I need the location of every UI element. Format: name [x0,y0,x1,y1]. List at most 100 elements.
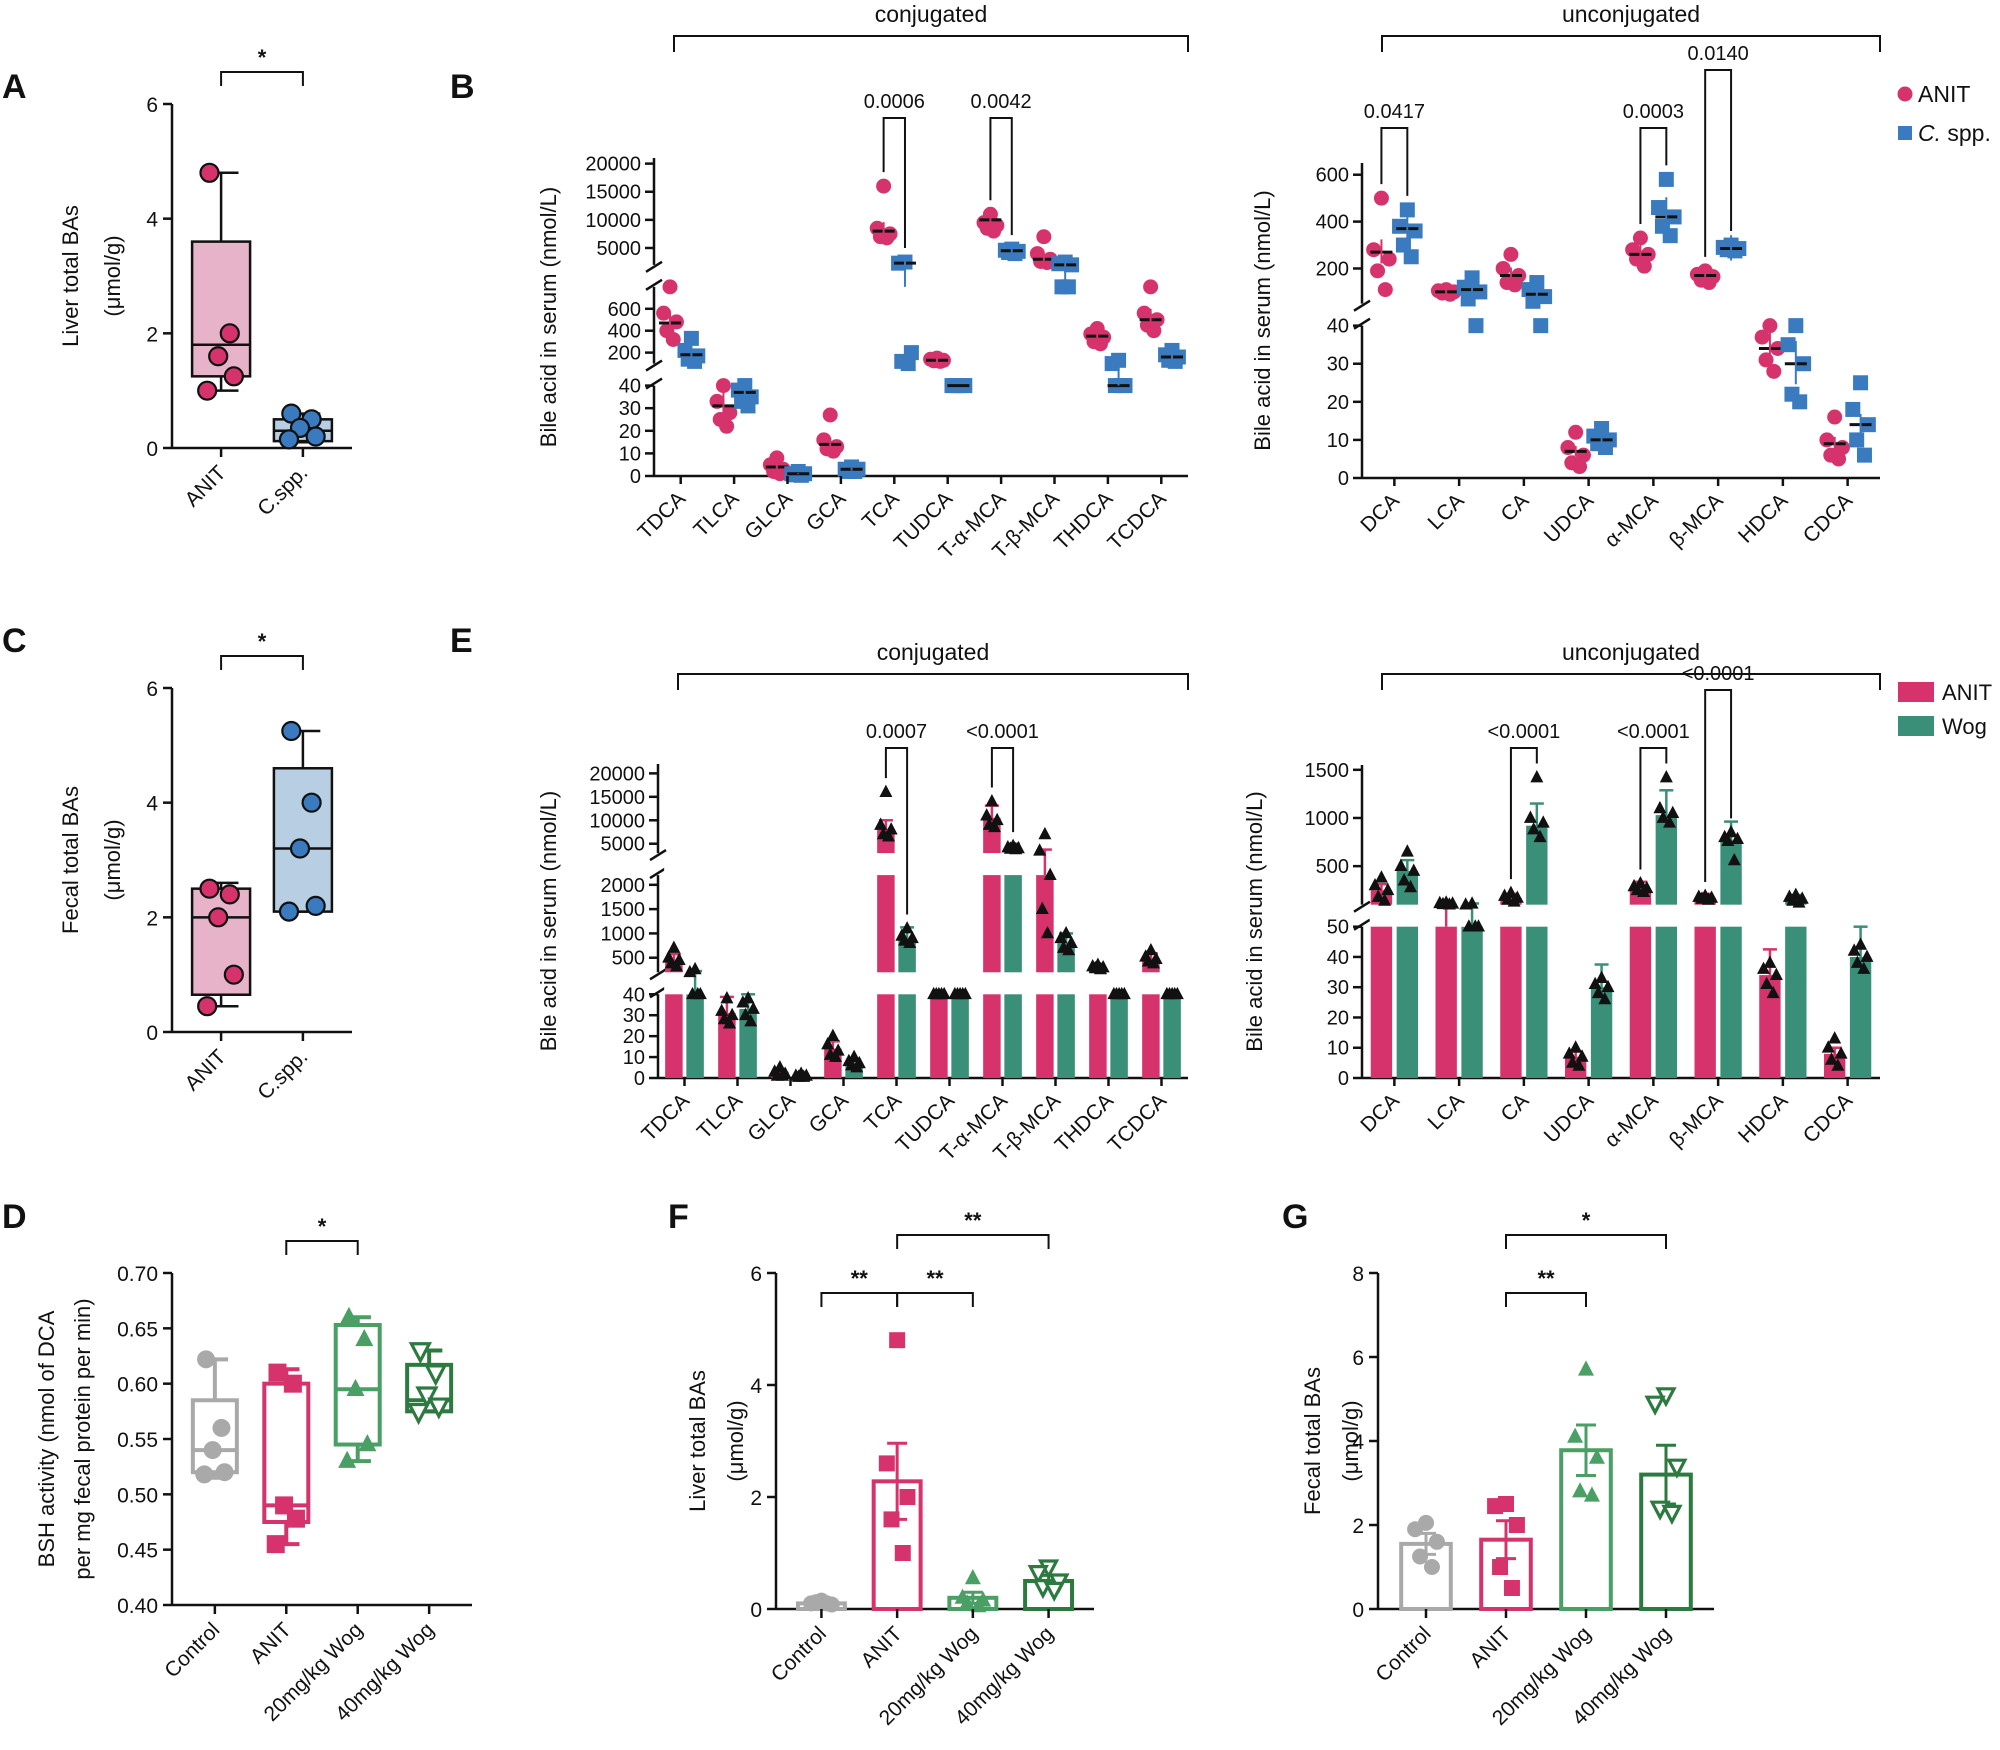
data-point [821,1037,835,1050]
axis-break-mark [645,377,663,390]
data-point [1856,447,1872,463]
bar-anit-lca [1435,903,1457,1078]
significance-label: ** [1537,1266,1555,1291]
bar-wog--mca [1655,815,1678,1078]
x-tick-label: UDCA [1540,489,1598,547]
legend-cspp-label: C. spp. [1918,120,1991,146]
significance-label: * [318,1214,327,1239]
y-tick-label: 20000 [589,763,645,785]
data-point [1460,291,1476,307]
bar-break-gap [929,853,949,876]
chart-panel-b-unconjugated: 0 10 20 30 40 200 400 600 Bile acid in serum (nm… [1250,1,1881,552]
x-tick-label: TLCA [689,487,743,541]
data-point [1503,1580,1520,1596]
y-tick-label: 5000 [601,834,646,856]
bar-anit-dca [1370,890,1393,1078]
x-tick-label: ANIT [181,461,231,511]
data-point [338,1450,357,1468]
bar-break-gap [897,972,917,995]
data-point [986,223,1002,239]
axis-break-mark [649,867,667,880]
data-point [1370,263,1386,279]
data-point [1591,985,1605,999]
data-point [1407,863,1421,876]
data-point [665,331,681,347]
y-tick-label: 4 [146,209,158,232]
data-point [1033,843,1047,856]
data-point [1407,223,1423,239]
data-point [1495,260,1511,276]
data-point [822,407,838,423]
data-point [1523,810,1537,823]
x-tick-label: TCA [860,1089,906,1135]
bar-break-gap [1654,904,1679,927]
data-point [1662,228,1678,244]
data-point [1601,979,1615,993]
data-point [1727,243,1743,259]
data-point [1399,202,1415,218]
data-point [1595,970,1609,984]
data-point [1459,897,1473,910]
data-point [1766,985,1780,999]
p-value-bracket [1639,127,1668,225]
panel-letter-d: D [2,1198,27,1236]
bar-break-gap [717,972,737,995]
x-tick-label: GLCA [743,1089,800,1146]
significance-label: * [258,45,267,70]
p-value-label: 0.0417 [1364,101,1425,123]
group-bracket-label: unconjugated [1562,1,1700,27]
data-point [847,463,863,479]
data-point [980,808,994,821]
axis-break-mark [649,968,667,981]
y-tick-label: 4 [1352,1431,1364,1454]
data-point [1054,930,1068,944]
data-point [1831,1058,1845,1071]
data-point [935,986,949,1000]
bar-wog-dca [1396,870,1419,1078]
data-point [1854,937,1868,950]
data-point [1754,329,1770,345]
y-tick-label: 10000 [589,810,645,832]
x-tick-label: TDCA [634,487,691,544]
p-value-label: 0.0007 [866,721,927,743]
x-tick-label: Control [1371,1622,1435,1686]
data-point [197,380,218,401]
data-point [1651,200,1667,216]
chart-panel-c: 0 2 4 6 Fecal total BAs (μmol/g) * ANIT C.spp. [58,629,352,1104]
y-tick-label: 0 [750,1599,762,1622]
data-point [1568,424,1584,440]
data-point [197,1350,216,1369]
x-tick-label: β-MCA [1665,489,1728,552]
data-point [1827,409,1843,425]
y-tick-label: 1500 [601,899,646,921]
y-axis-label: Fecal total BAs [58,786,83,934]
bar-break-gap [982,972,1002,995]
y-tick-label: 400 [1316,212,1349,234]
data-point [305,895,326,916]
bar-break-gap [1088,853,1108,876]
bar-break-gap [1822,904,1847,927]
p-value-bracket [1639,747,1668,870]
data-point [208,346,229,367]
y-axis-label: (μmol/g) [100,819,125,900]
x-tick-label: GCA [802,487,850,535]
bar-wog-tcdca [1163,994,1181,1078]
y-tick-label: 0.65 [117,1318,158,1341]
data-point [1757,961,1771,974]
y-tick-label: 30 [1327,354,1349,376]
data-point [1857,961,1871,974]
data-point [736,995,750,1008]
data-point [406,1402,431,1426]
data-point [1404,879,1418,893]
chart-panel-a: 0 2 4 6 Liver total BAs (μmol/g) * ANIT C.spp. [58,45,352,520]
bar-anit-tudca [930,994,948,1078]
data-point [1366,242,1382,258]
data-point [1397,873,1411,886]
data-point [959,1594,976,1610]
data-point [1632,230,1648,246]
bar-break-gap [1719,904,1743,927]
data-point [656,305,672,321]
data-point [1009,841,1023,855]
bar-break-gap [844,972,864,995]
